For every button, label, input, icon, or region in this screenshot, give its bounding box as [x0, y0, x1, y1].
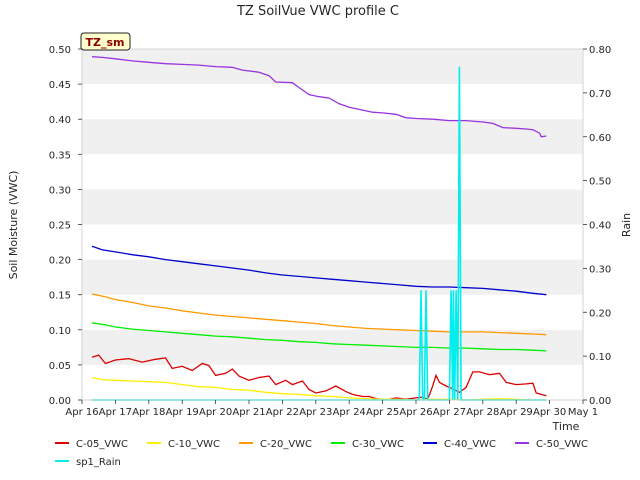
axes: 0.00 0.05 0.10 0.15 0.20 0.25 0.30 0.35 0.40 0.45… — [49, 45, 612, 418]
legend-label: C-20_VWC — [260, 439, 312, 450]
svg-text:TZ_sm: TZ_sm — [86, 36, 125, 49]
y-tick-label: 0.50 — [49, 45, 71, 56]
x-tick-label: Apr 19 — [166, 407, 199, 418]
y2-tick-label: 0.50 — [589, 177, 611, 188]
grid-band — [82, 189, 583, 225]
x-tick-label: May 1 — [568, 407, 598, 418]
x-tick-label: Apr 21 — [232, 407, 265, 418]
legend-label: C-10_VWC — [168, 439, 220, 450]
x-tick-label: Apr 27 — [433, 407, 466, 418]
legend-item: C-10_VWC — [147, 439, 220, 450]
y-tick-label: 0.00 — [49, 396, 71, 407]
y2-tick-label: 0.70 — [589, 89, 611, 100]
legend-item: C-30_VWC — [331, 439, 404, 450]
x-tick-label: Apr 24 — [333, 407, 366, 418]
x-tick-label: Apr 29 — [500, 407, 533, 418]
legend-label: C-40_VWC — [444, 439, 496, 450]
grid-band — [82, 49, 583, 85]
x-tick-label: Apr 28 — [466, 407, 499, 418]
y-tick-label: 0.25 — [49, 221, 71, 232]
legend-label: C-50_VWC — [536, 439, 588, 450]
legend-item: C-40_VWC — [423, 439, 496, 450]
y2-tick-label: 0.40 — [589, 221, 611, 232]
x-tick-label: Apr 23 — [299, 407, 332, 418]
x-tick-label: Apr 18 — [132, 407, 165, 418]
series-line-c-05-vwc — [91, 354, 547, 401]
series-line-c-40-vwc — [91, 245, 547, 296]
legend-label: C-05_VWC — [76, 439, 128, 450]
y-axis-label: Soil Moisture (VWC) — [7, 171, 20, 280]
series-line-sp1-rain — [92, 66, 547, 401]
y-tick-label: 0.35 — [49, 150, 71, 161]
y2-tick-label: 0.10 — [589, 352, 611, 363]
x-tick-label: Apr 26 — [399, 407, 432, 418]
grid-bands — [82, 49, 583, 400]
y2-tick-label: 0.30 — [589, 264, 611, 275]
grid-band — [82, 84, 583, 120]
legend-item: C-20_VWC — [239, 439, 312, 450]
grid-band — [82, 259, 583, 295]
x-tick-label: Apr 16 — [65, 407, 98, 418]
y-tick-label: 0.40 — [49, 115, 71, 126]
y-tick-label: 0.30 — [49, 185, 71, 196]
grid-band — [82, 294, 583, 330]
legend-item: C-05_VWC — [55, 439, 128, 450]
legend: C-05_VWC C-10_VWC C-20_VWC C-30_VWC C-40_VWC… — [55, 439, 588, 468]
legend-label: sp1_Rain — [76, 457, 121, 468]
x-tick-label: Apr 20 — [199, 407, 232, 418]
grid-band — [82, 154, 583, 190]
y-tick-label: 0.20 — [49, 256, 71, 267]
y-tick-label: 0.05 — [49, 361, 71, 372]
legend-item: C-50_VWC — [515, 439, 588, 450]
chart-title: TZ SoilVue VWC profile C — [236, 4, 399, 19]
series-line-c-30-vwc — [91, 322, 547, 352]
legend-item: sp1_Rain — [55, 457, 121, 468]
grid-band — [82, 224, 583, 260]
y-tick-label: 0.45 — [49, 80, 71, 91]
grid-band — [82, 119, 583, 155]
legend-label: C-30_VWC — [352, 439, 404, 450]
series-line-c-50-vwc — [91, 56, 547, 138]
y-tick-label: 0.15 — [49, 291, 71, 302]
x-tick-label: Apr 25 — [366, 407, 399, 418]
y2-axis-label: Rain — [620, 213, 633, 237]
series-layer — [91, 56, 547, 401]
y2-tick-label: 0.20 — [589, 308, 611, 319]
x-axis-label: Time — [552, 420, 580, 433]
site-badge: TZ_sm — [80, 32, 131, 51]
y-tick-label: 0.10 — [49, 326, 71, 337]
y2-tick-label: 0.80 — [589, 45, 611, 56]
y2-tick-label: 0.60 — [589, 133, 611, 144]
x-tick-label: Apr 17 — [99, 407, 132, 418]
x-tick-label: Apr 30 — [533, 407, 566, 418]
y2-tick-label: 0.00 — [589, 396, 611, 407]
series-line-c-20-vwc — [91, 293, 547, 336]
x-tick-label: Apr 22 — [266, 407, 299, 418]
